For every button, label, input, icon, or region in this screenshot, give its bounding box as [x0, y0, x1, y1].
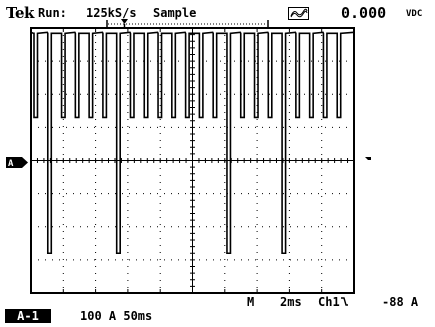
trigger-level-marker [365, 157, 371, 160]
channel-a-marker-label: A [8, 159, 14, 169]
record-window-indicator [106, 19, 269, 28]
channel-a-ground-marker: A [6, 157, 28, 169]
run-state-label: Run: [38, 6, 67, 20]
graticule-center-ticks [30, 27, 355, 294]
measurement-reading: 0.000 [341, 4, 387, 22]
trigger-level: -88 A [382, 295, 419, 309]
waveform-trace [30, 31, 355, 255]
trigger-source: Ch1 [318, 295, 349, 309]
timebase-value: 2ms [280, 295, 302, 309]
sample-rate: 125kS/s [86, 6, 137, 20]
averaging-wave-icon [288, 7, 309, 20]
channel-scale: 100 A 50ms [80, 309, 153, 323]
main-timebase-label: M [247, 295, 255, 309]
brand-logo: Tek [6, 4, 34, 22]
measurement-unit: VDC [406, 9, 423, 19]
channel-badge: A-1 [5, 309, 51, 323]
trigger-position-marker [121, 19, 128, 24]
acquisition-mode: Sample [153, 6, 197, 20]
trigger-source-label: Ch1 [318, 295, 340, 309]
falling-edge-icon [340, 297, 348, 306]
